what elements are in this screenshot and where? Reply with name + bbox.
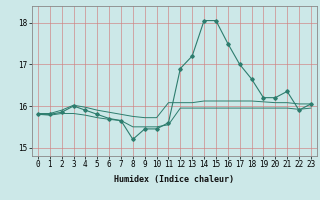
X-axis label: Humidex (Indice chaleur): Humidex (Indice chaleur) bbox=[115, 175, 234, 184]
